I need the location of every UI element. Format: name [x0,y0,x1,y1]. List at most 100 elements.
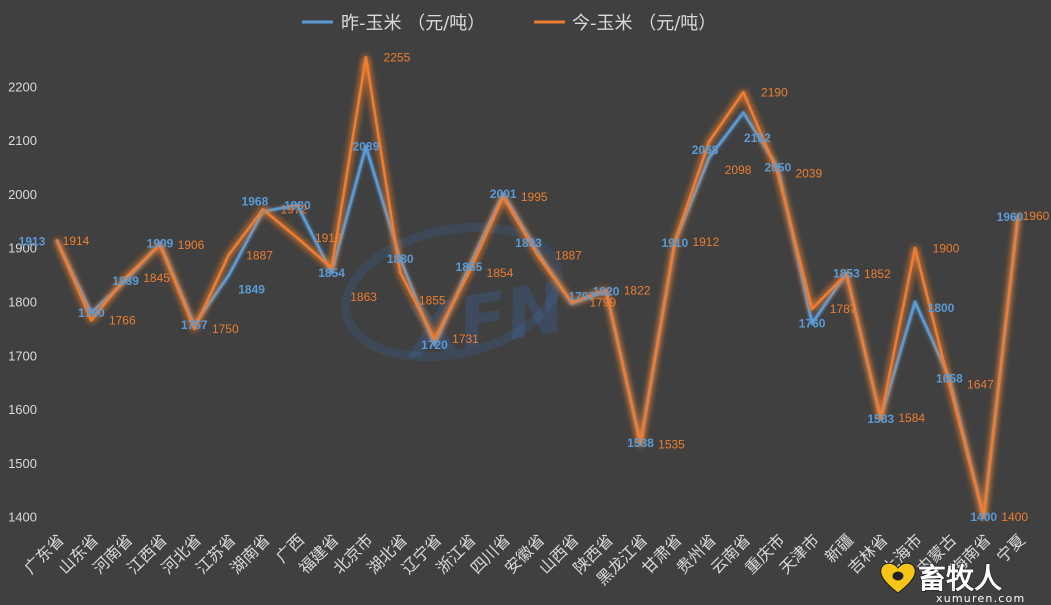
data-label-yesterday: 1400 [970,510,997,524]
data-point-yesterday [433,343,436,347]
data-point-today [330,266,333,270]
data-point-today [604,288,608,292]
data-point-yesterday [330,271,333,275]
data-point-today [124,276,127,280]
legend-label-yesterday: 昨-玉米 （元/吨） [341,13,485,34]
data-point-yesterday [90,311,93,314]
data-label-yesterday: 1853 [833,267,860,281]
data-label-today: 1972 [281,203,308,217]
y-tick-label: 2000 [8,187,37,202]
data-label-today: 1855 [419,294,446,308]
data-point-yesterday [707,156,711,160]
data-point-today [879,416,882,420]
data-point-today [639,443,642,446]
data-point-today [261,208,265,211]
data-point-today [158,243,162,247]
data-point-today [845,272,848,276]
logo-inner-icon [892,571,904,581]
data-label-today: 1960 [1023,209,1050,223]
data-point-today [707,140,711,143]
legend: 昨-玉米 （元/吨） 今-玉米 （元/吨） [302,13,716,34]
data-label-yesterday: 1658 [936,372,963,386]
data-point-today [673,240,677,243]
data-point-yesterday [124,279,127,283]
data-label-today: 1845 [143,271,170,285]
data-point-today [1016,214,1020,218]
y-tick-label: 1800 [8,294,37,309]
data-point-today [742,90,745,94]
data-point-today [776,172,780,175]
data-label-today: 2190 [761,85,788,99]
data-label-yesterday: 1760 [799,317,826,331]
data-label-yesterday: 1913 [19,234,46,248]
data-label-today: 2255 [384,50,411,64]
data-label-today: 1906 [178,238,205,252]
data-point-today [948,382,951,386]
data-label-today: 1854 [487,266,514,280]
logo-site: xumuren.com [936,592,1025,605]
data-label-today: 1647 [967,377,994,391]
data-point-today [501,195,505,199]
data-label-today: 2098 [725,163,752,177]
data-label-today: 1863 [350,290,377,304]
data-labels: 1913 1780 1839 1909 1757 1849 1968 1980 1854 2089… [19,50,1050,524]
data-label-today: 1731 [452,332,479,346]
data-point-today [398,271,402,274]
data-point-today [467,271,471,275]
data-point-today [536,253,539,257]
data-label-yesterday: 1800 [928,301,955,315]
data-point-yesterday [467,265,471,269]
data-point-today [55,239,59,242]
data-point-today [982,515,985,519]
data-label-yesterday: 2089 [353,140,380,154]
data-label-today: 1912 [692,235,719,249]
data-point-yesterday [193,323,196,327]
data-label-yesterday: 1909 [147,237,174,251]
data-label-yesterday: 1839 [112,274,139,288]
data-label-today: 1919 [315,231,342,245]
data-point-yesterday [742,111,745,114]
data-label-today: 1400 [1001,510,1028,524]
y-tick-label: 2100 [8,133,37,148]
data-point-today [364,55,368,59]
logo-name: 畜牧人 [918,562,1002,595]
data-label-yesterday: 1797 [568,290,595,304]
data-label-yesterday: 1865 [456,260,483,274]
data-point-yesterday [913,300,917,304]
data-point-yesterday [364,145,368,148]
data-point-today [193,327,196,331]
data-label-yesterday: 1849 [238,283,265,297]
y-tick-label: 1900 [8,241,37,256]
data-label-yesterday: 1757 [181,318,208,332]
data-label-today: 1787 [830,302,857,316]
data-label-today: 1799 [589,296,616,310]
data-point-yesterday [536,250,539,254]
data-point-yesterday [810,322,814,325]
y-axis: 1400 1500 1600 1700 1800 1900 2000 2100 2200 [8,79,37,524]
data-point-today [90,318,93,322]
data-label-yesterday: 2068 [692,143,719,157]
data-point-today [913,246,917,250]
data-label-yesterday: 1854 [318,266,345,280]
data-point-yesterday [948,377,951,380]
series-points [55,55,1020,519]
data-label-yesterday: 1880 [387,252,414,266]
data-point-today [810,307,814,311]
y-tick-label: 1600 [8,402,37,417]
y-tick-label: 1700 [8,348,37,363]
data-point-today [296,236,299,240]
data-label-today: 1900 [933,241,960,255]
y-tick-label: 1500 [8,456,37,471]
data-label-today: 1750 [212,322,239,336]
data-label-today: 1914 [63,234,90,248]
data-label-yesterday: 1893 [515,236,542,250]
data-label-yesterday: 1780 [78,306,105,320]
data-label-today: 1995 [521,190,548,204]
data-label-yesterday: 1960 [997,210,1024,224]
data-label-today: 2039 [795,167,822,181]
legend-item-yesterday: 昨-玉米 （元/吨） [302,13,485,34]
data-label-today: 1584 [898,411,925,425]
data-label-yesterday: 1583 [867,412,894,426]
data-label-yesterday: 2001 [490,187,517,201]
